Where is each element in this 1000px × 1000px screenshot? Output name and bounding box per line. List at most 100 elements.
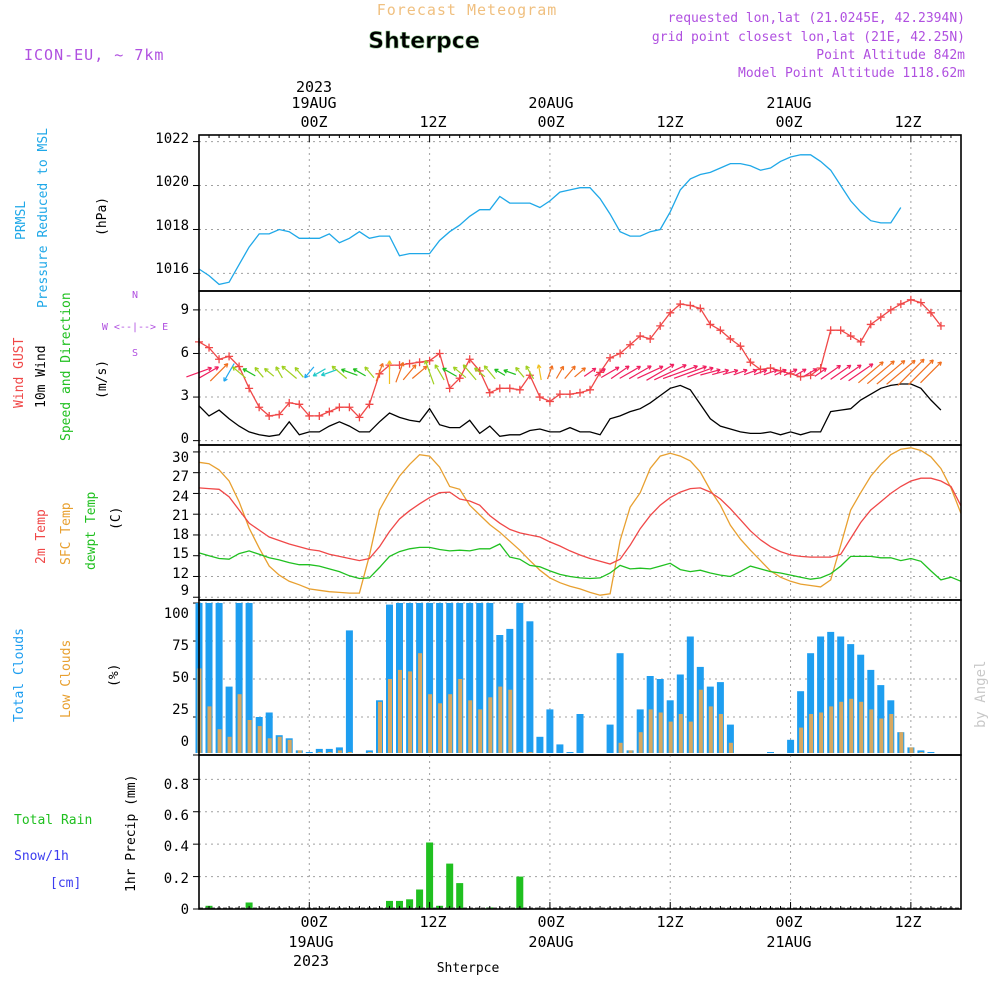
- gust-marker: [335, 403, 344, 412]
- rain-bar: [426, 842, 434, 909]
- wind-direction-arrow: [886, 359, 916, 385]
- low-cloud-bar: [378, 701, 382, 753]
- y-tick: 0.4: [164, 839, 189, 855]
- low-cloud-label: Low Clouds: [59, 640, 74, 718]
- wind-direction-arrow: [907, 359, 934, 386]
- gust-marker: [616, 349, 625, 358]
- total-cloud-bar: [576, 714, 584, 753]
- low-cloud-bar: [819, 712, 824, 753]
- pressure-labels: PRMSL Pressure Reduced to MSL (hPa): [14, 128, 110, 308]
- wind-direction-arrow: [673, 365, 707, 379]
- low-cloud-bar: [478, 709, 483, 753]
- wind-direction-arrow: [920, 361, 942, 384]
- prmsl-label: PRMSL: [14, 201, 29, 240]
- series-line-2m-temp: [198, 477, 962, 565]
- gust-marker: [295, 400, 304, 409]
- wind-direction-arrow: [743, 368, 758, 376]
- wind-direction-arrow: [733, 368, 748, 376]
- wind-direction-arrow: [830, 364, 852, 380]
- hour-label: 12Z: [419, 913, 446, 931]
- wind-direction-arrow: [712, 368, 730, 376]
- bottom-hour-labels: 00Z 12Z 00Z 12Z 00Z 12Z: [300, 913, 921, 931]
- low-cloud-bar: [919, 752, 924, 753]
- total-cloud-bar: [536, 736, 544, 753]
- low-cloud-bar: [327, 752, 332, 753]
- low-cloud-bar: [237, 694, 242, 753]
- low-cloud-bar: [648, 709, 653, 753]
- wind-direction-arrow: [483, 365, 496, 380]
- low-cloud-bar: [488, 697, 493, 753]
- total-cloud-bar: [526, 621, 534, 753]
- total-cloud-bar: [917, 750, 925, 753]
- rain-bar: [456, 883, 464, 909]
- low-cloud-bar: [458, 679, 463, 753]
- total-cloud-bar: [335, 747, 343, 753]
- series-line-gust: [198, 299, 942, 419]
- low-cloud-bar: [909, 747, 914, 753]
- footer-station: Shterpce: [437, 961, 500, 976]
- date-label: 20AUG: [528, 933, 573, 951]
- total-cloud-bar: [305, 752, 313, 753]
- y-tick: 0: [181, 902, 189, 918]
- product-title: Forecast Meteogram: [377, 1, 558, 19]
- cloud-panel: [193, 599, 962, 756]
- y-tick: 50: [172, 670, 189, 686]
- gust-marker: [886, 305, 895, 314]
- y-tick: 0.6: [164, 808, 189, 824]
- temp-unit: (C): [109, 507, 124, 530]
- low-cloud-bar: [688, 721, 693, 753]
- y-tick: 24: [172, 489, 189, 505]
- date-label: 19AUG: [288, 933, 333, 951]
- total-cloud-bar: [426, 603, 434, 753]
- wind-direction-arrow: [820, 364, 842, 380]
- gust-marker: [656, 321, 665, 330]
- total-cloud-bar: [315, 748, 323, 753]
- total-cloud-bar: [265, 712, 273, 753]
- wind-direction-arrow: [753, 368, 768, 376]
- gust-marker: [355, 413, 364, 422]
- total-cloud-bar: [767, 752, 774, 753]
- gust-marker: [455, 374, 464, 383]
- low-cloud-bar: [247, 720, 252, 753]
- total-cloud-bar: [245, 603, 253, 753]
- y-tick: 6: [181, 345, 189, 361]
- wind-direction-arrow: [352, 368, 366, 377]
- gust-marker: [345, 403, 354, 412]
- gust-marker: [245, 384, 254, 393]
- low-cloud-bar: [267, 738, 272, 753]
- wind-direction-arrow: [199, 366, 220, 379]
- low-cloud-bar: [618, 742, 623, 753]
- gust-marker: [836, 326, 845, 335]
- rain-bar: [396, 900, 403, 909]
- gust-marker: [876, 313, 885, 322]
- wind-direction-arrow: [503, 369, 517, 376]
- gust-marker: [696, 304, 705, 313]
- cloud-unit: (%): [107, 664, 122, 687]
- low-cloud-bar: [889, 714, 894, 753]
- total-cloud-bar: [486, 603, 494, 753]
- wind-direction-arrow: [564, 365, 576, 379]
- rain-label: Total Rain: [14, 813, 92, 828]
- total-cloud-bar: [386, 604, 393, 753]
- direction-label: Speed and Direction: [59, 292, 74, 441]
- total-cloud-bar: [837, 636, 845, 753]
- rain-bar: [416, 889, 424, 909]
- gust-marker: [565, 390, 574, 399]
- hour-label: 00Z: [537, 113, 564, 131]
- total-cloud-bar: [817, 636, 825, 753]
- total-cloud-bar: [205, 603, 213, 753]
- gust-marker: [816, 364, 825, 372]
- wind-direction-arrow: [804, 368, 818, 377]
- y-tick: 1016: [155, 261, 189, 277]
- total-cloud-bar: [807, 653, 815, 753]
- low-cloud-bar: [708, 706, 713, 753]
- rain-bar: [516, 876, 524, 909]
- gust-marker: [475, 366, 484, 375]
- series-line-wind: [198, 383, 942, 437]
- compass-s: S: [132, 348, 138, 359]
- date-label: 21AUG: [766, 933, 811, 951]
- wind-direction-arrow: [897, 358, 925, 386]
- gust-marker: [936, 321, 945, 330]
- total-cloud-bar: [827, 631, 835, 753]
- dewpt-label: dewpt Temp: [84, 492, 99, 570]
